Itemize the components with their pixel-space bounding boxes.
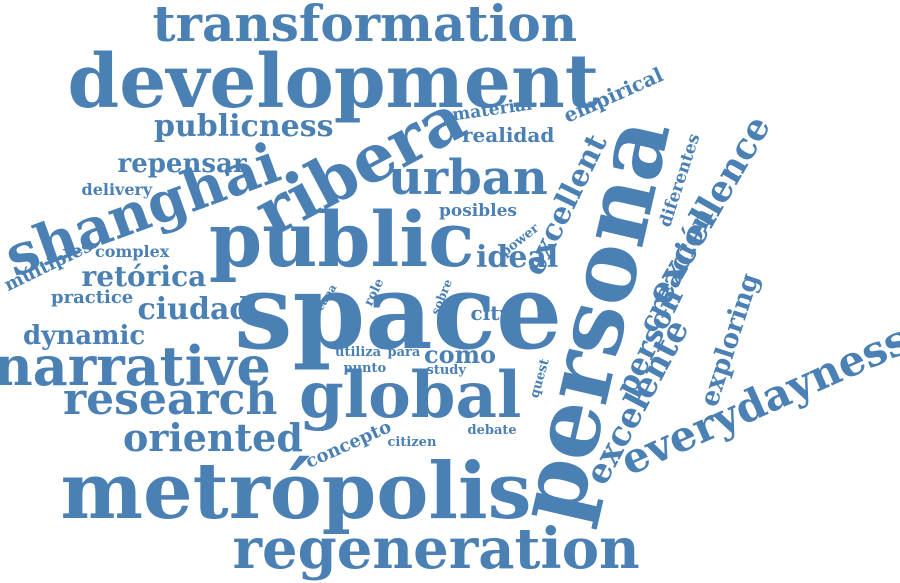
- word-study: study: [426, 362, 466, 378]
- word-research: research: [63, 374, 278, 425]
- word-regeneration: regeneration: [232, 516, 640, 582]
- word-city: city: [470, 301, 512, 325]
- word-ciudad: ciudad: [137, 292, 251, 327]
- word-development: development: [67, 39, 599, 125]
- word-global: global: [299, 358, 522, 433]
- word-metropolis: metrópolis: [60, 446, 532, 537]
- word-debate: debate: [467, 422, 517, 438]
- word-repensar: repensar: [117, 149, 247, 179]
- word-como: como: [424, 340, 497, 369]
- word-transformation: transformation: [152, 0, 578, 53]
- word-realidad: realidad: [462, 123, 555, 147]
- word-delivery: delivery: [81, 180, 153, 199]
- word-retorica: retórica: [81, 260, 207, 293]
- word-utiliza: utiliza: [335, 344, 382, 360]
- word-dynamic: dynamic: [23, 321, 146, 351]
- word-practice: practice: [51, 287, 134, 308]
- word-public: public: [209, 195, 475, 284]
- word-complex: complex: [95, 242, 170, 261]
- word-para: para: [387, 344, 421, 360]
- word-citizen: citizen: [387, 434, 437, 450]
- word-urban: urban: [388, 150, 548, 206]
- word-publicness: publicness: [154, 109, 334, 144]
- word-space: space: [234, 250, 563, 373]
- word-punto: punto: [343, 360, 387, 376]
- word-narrative: narrative: [0, 334, 271, 398]
- word-posibles: posibles: [439, 200, 517, 221]
- word-oriented: oriented: [123, 415, 303, 460]
- word-ideal: ideal: [476, 240, 559, 275]
